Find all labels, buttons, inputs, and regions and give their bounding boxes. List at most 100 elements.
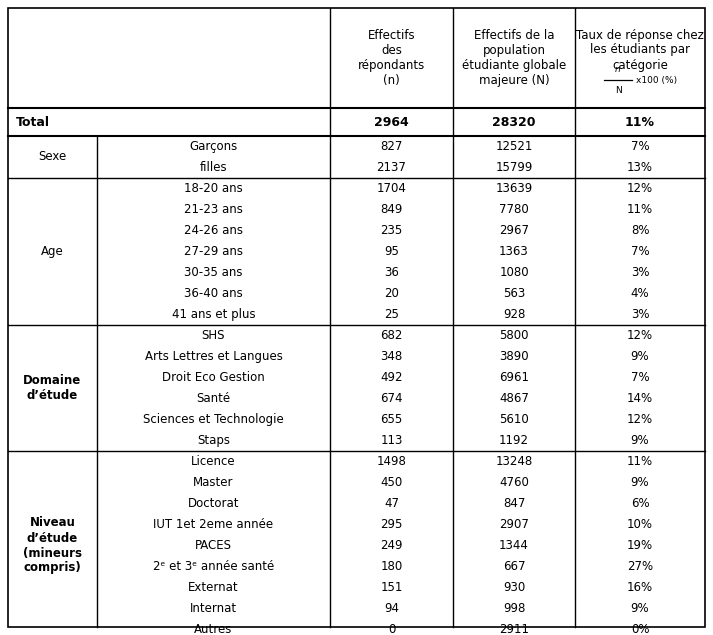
Text: 12%: 12% bbox=[627, 182, 653, 195]
Text: x100 (%): x100 (%) bbox=[636, 76, 677, 84]
Text: 95: 95 bbox=[384, 245, 399, 258]
Text: 36: 36 bbox=[384, 266, 399, 279]
Text: PACES: PACES bbox=[195, 539, 232, 552]
Text: 827: 827 bbox=[380, 140, 403, 153]
Text: 7%: 7% bbox=[631, 371, 650, 384]
Text: 450: 450 bbox=[380, 476, 403, 489]
Text: 847: 847 bbox=[503, 497, 525, 510]
Text: 849: 849 bbox=[380, 203, 403, 216]
Text: 7780: 7780 bbox=[499, 203, 529, 216]
Text: 3890: 3890 bbox=[499, 350, 529, 363]
Text: 41 ans et plus: 41 ans et plus bbox=[172, 308, 255, 321]
Text: 563: 563 bbox=[503, 287, 525, 300]
Text: Age: Age bbox=[41, 245, 64, 258]
Text: IUT 1et 2eme année: IUT 1et 2eme année bbox=[153, 518, 274, 531]
Text: 5610: 5610 bbox=[499, 413, 529, 426]
Text: Garçons: Garçons bbox=[190, 140, 237, 153]
Text: Doctorat: Doctorat bbox=[188, 497, 240, 510]
Text: Taux de réponse chez
les étudiants par
catégorie: Taux de réponse chez les étudiants par c… bbox=[576, 29, 704, 72]
Text: 3%: 3% bbox=[631, 266, 650, 279]
Text: Sciences et Technologie: Sciences et Technologie bbox=[143, 413, 284, 426]
Text: 655: 655 bbox=[380, 413, 403, 426]
Text: 13248: 13248 bbox=[496, 455, 533, 468]
Text: 8%: 8% bbox=[631, 224, 650, 237]
Text: Arts Lettres et Langues: Arts Lettres et Langues bbox=[145, 350, 282, 363]
Text: 7%: 7% bbox=[631, 245, 650, 258]
Text: 151: 151 bbox=[380, 581, 403, 594]
Text: 11%: 11% bbox=[627, 203, 653, 216]
Text: 7%: 7% bbox=[631, 140, 650, 153]
Text: 235: 235 bbox=[380, 224, 403, 237]
Text: Internat: Internat bbox=[190, 602, 237, 615]
Text: 1080: 1080 bbox=[499, 266, 529, 279]
Text: 930: 930 bbox=[503, 581, 525, 594]
Text: 21-23 ans: 21-23 ans bbox=[184, 203, 243, 216]
Text: 1344: 1344 bbox=[499, 539, 529, 552]
Text: Master: Master bbox=[193, 476, 234, 489]
Text: 998: 998 bbox=[503, 602, 525, 615]
Text: 667: 667 bbox=[503, 560, 525, 573]
Text: 1498: 1498 bbox=[376, 455, 406, 468]
Text: 11%: 11% bbox=[625, 116, 655, 128]
Text: 12521: 12521 bbox=[496, 140, 533, 153]
Text: Domaine
d’étude: Domaine d’étude bbox=[24, 374, 81, 402]
Text: 12%: 12% bbox=[627, 413, 653, 426]
Text: 27-29 ans: 27-29 ans bbox=[184, 245, 243, 258]
Text: 15799: 15799 bbox=[496, 161, 533, 174]
Text: 674: 674 bbox=[380, 392, 403, 405]
Text: 295: 295 bbox=[380, 518, 403, 531]
Text: 492: 492 bbox=[380, 371, 403, 384]
Text: 928: 928 bbox=[503, 308, 525, 321]
Text: filles: filles bbox=[200, 161, 227, 174]
Text: Santé: Santé bbox=[197, 392, 230, 405]
Text: 13639: 13639 bbox=[496, 182, 533, 195]
Text: Effectifs
des
répondants
(n): Effectifs des répondants (n) bbox=[358, 29, 425, 87]
Text: 9%: 9% bbox=[631, 602, 650, 615]
Text: 28320: 28320 bbox=[492, 116, 535, 128]
Text: 13%: 13% bbox=[627, 161, 653, 174]
Text: 2ᵉ et 3ᵉ année santé: 2ᵉ et 3ᵉ année santé bbox=[153, 560, 274, 573]
Text: 12%: 12% bbox=[627, 329, 653, 342]
Text: 5800: 5800 bbox=[499, 329, 529, 342]
Text: 6%: 6% bbox=[631, 497, 650, 510]
Text: 2907: 2907 bbox=[499, 518, 529, 531]
Text: Licence: Licence bbox=[191, 455, 236, 468]
Text: N: N bbox=[615, 86, 621, 95]
Text: Staps: Staps bbox=[197, 434, 230, 447]
Text: 19%: 19% bbox=[627, 539, 653, 552]
Text: 1704: 1704 bbox=[376, 182, 406, 195]
Text: Autres: Autres bbox=[195, 623, 232, 635]
Text: n: n bbox=[615, 65, 621, 74]
Text: 36-40 ans: 36-40 ans bbox=[184, 287, 243, 300]
Text: 4867: 4867 bbox=[499, 392, 529, 405]
Text: 1192: 1192 bbox=[499, 434, 529, 447]
Text: 25: 25 bbox=[384, 308, 399, 321]
Text: Externat: Externat bbox=[188, 581, 239, 594]
Text: 4760: 4760 bbox=[499, 476, 529, 489]
Text: 682: 682 bbox=[380, 329, 403, 342]
Text: Effectifs de la
population
étudiante globale
majeure (N): Effectifs de la population étudiante glo… bbox=[462, 29, 566, 87]
Text: 2911: 2911 bbox=[499, 623, 529, 635]
Text: Droit Eco Gestion: Droit Eco Gestion bbox=[162, 371, 265, 384]
Text: 4%: 4% bbox=[631, 287, 650, 300]
Text: SHS: SHS bbox=[202, 329, 225, 342]
Text: 14%: 14% bbox=[627, 392, 653, 405]
Text: 27%: 27% bbox=[627, 560, 653, 573]
Text: 9%: 9% bbox=[631, 476, 650, 489]
Text: 94: 94 bbox=[384, 602, 399, 615]
Text: 18-20 ans: 18-20 ans bbox=[184, 182, 243, 195]
Text: 0: 0 bbox=[388, 623, 395, 635]
Text: 180: 180 bbox=[380, 560, 403, 573]
Text: 9%: 9% bbox=[631, 350, 650, 363]
Text: 1363: 1363 bbox=[499, 245, 529, 258]
Text: 3%: 3% bbox=[631, 308, 650, 321]
Text: Niveau
d’étude
(mineurs
compris): Niveau d’étude (mineurs compris) bbox=[23, 516, 82, 575]
Text: 16%: 16% bbox=[627, 581, 653, 594]
Text: 11%: 11% bbox=[627, 455, 653, 468]
Text: 249: 249 bbox=[380, 539, 403, 552]
Text: 2964: 2964 bbox=[374, 116, 409, 128]
Text: 348: 348 bbox=[380, 350, 403, 363]
Text: 24-26 ans: 24-26 ans bbox=[184, 224, 243, 237]
Text: 2967: 2967 bbox=[499, 224, 529, 237]
Text: Sexe: Sexe bbox=[39, 150, 66, 163]
